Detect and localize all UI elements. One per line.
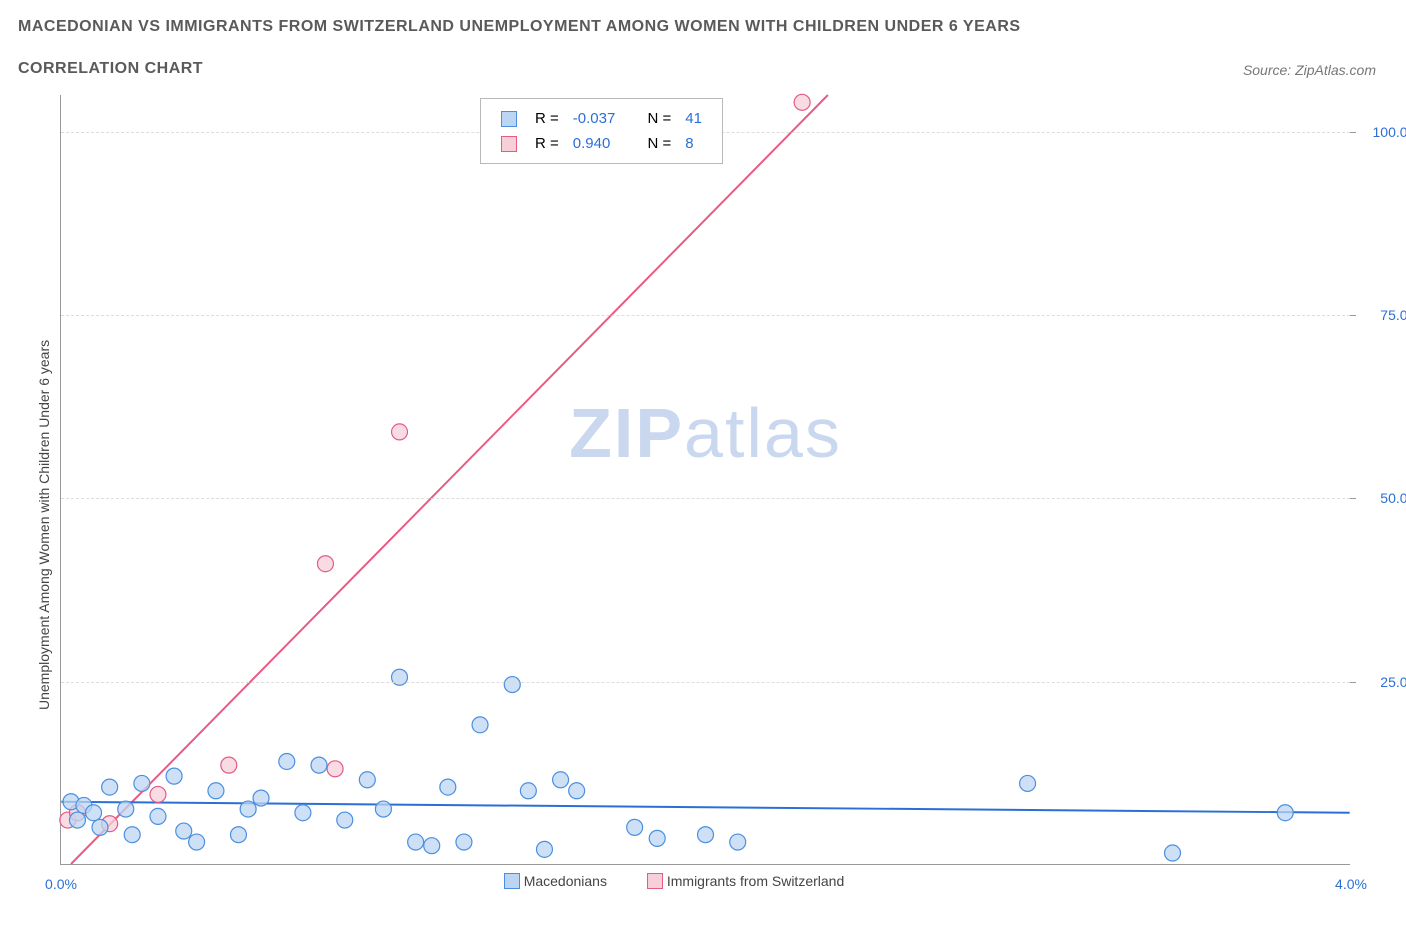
data-point-macedonians bbox=[536, 841, 552, 857]
correlation-row-macedonians: R = -0.037 N = 41 bbox=[495, 107, 708, 130]
data-point-macedonians bbox=[337, 812, 353, 828]
data-point-macedonians bbox=[553, 772, 569, 788]
data-point-macedonians bbox=[392, 669, 408, 685]
data-point-macedonians bbox=[698, 827, 714, 843]
y-tick-mark bbox=[1350, 315, 1356, 316]
swatch-swiss bbox=[501, 136, 517, 152]
data-point-macedonians bbox=[730, 834, 746, 850]
y-tick-mark bbox=[1350, 498, 1356, 499]
legend-swatch-macedonians bbox=[504, 873, 520, 889]
y-tick-label: 100.0% bbox=[1360, 124, 1406, 140]
r-value-swiss: 0.940 bbox=[567, 132, 622, 155]
data-point-swiss bbox=[221, 757, 237, 773]
data-point-swiss bbox=[794, 94, 810, 110]
trend-line bbox=[71, 95, 828, 864]
data-point-macedonians bbox=[166, 768, 182, 784]
n-value-macedonians: 41 bbox=[679, 107, 708, 130]
data-point-macedonians bbox=[124, 827, 140, 843]
data-point-macedonians bbox=[456, 834, 472, 850]
gridline bbox=[61, 682, 1350, 683]
data-point-swiss bbox=[392, 424, 408, 440]
r-label: R = bbox=[529, 107, 565, 130]
data-point-macedonians bbox=[311, 757, 327, 773]
series-legend: Macedonians Immigrants from Switzerland bbox=[486, 873, 863, 892]
data-point-macedonians bbox=[1165, 845, 1181, 861]
x-tick-label: 4.0% bbox=[1335, 876, 1367, 892]
data-point-macedonians bbox=[134, 775, 150, 791]
legend-item-swiss: Immigrants from Switzerland bbox=[647, 873, 844, 889]
data-point-macedonians bbox=[424, 838, 440, 854]
correlation-legend: R = -0.037 N = 41 R = 0.940 N = 8 bbox=[480, 98, 723, 164]
n-value-swiss: 8 bbox=[679, 132, 708, 155]
data-point-macedonians bbox=[472, 717, 488, 733]
data-point-macedonians bbox=[92, 819, 108, 835]
plot-area: ZIPatlas 25.0%50.0%75.0%100.0%0.0%4.0% bbox=[60, 95, 1350, 865]
data-point-macedonians bbox=[1020, 775, 1036, 791]
gridline bbox=[61, 315, 1350, 316]
data-point-macedonians bbox=[295, 805, 311, 821]
data-point-macedonians bbox=[176, 823, 192, 839]
data-point-macedonians bbox=[69, 812, 85, 828]
data-point-macedonians bbox=[440, 779, 456, 795]
data-point-macedonians bbox=[230, 827, 246, 843]
swatch-macedonians bbox=[501, 111, 517, 127]
data-point-macedonians bbox=[279, 753, 295, 769]
data-point-macedonians bbox=[627, 819, 643, 835]
data-point-macedonians bbox=[359, 772, 375, 788]
data-point-macedonians bbox=[504, 677, 520, 693]
data-point-macedonians bbox=[253, 790, 269, 806]
r-value-macedonians: -0.037 bbox=[567, 107, 622, 130]
r-label: R = bbox=[529, 132, 565, 155]
data-point-macedonians bbox=[569, 783, 585, 799]
source-attribution: Source: ZipAtlas.com bbox=[1243, 62, 1376, 78]
gridline bbox=[61, 498, 1350, 499]
data-point-swiss bbox=[327, 761, 343, 777]
data-point-macedonians bbox=[150, 808, 166, 824]
y-tick-label: 50.0% bbox=[1360, 490, 1406, 506]
y-tick-label: 25.0% bbox=[1360, 674, 1406, 690]
data-point-swiss bbox=[150, 786, 166, 802]
correlation-table: R = -0.037 N = 41 R = 0.940 N = 8 bbox=[493, 105, 710, 157]
x-tick-label: 0.0% bbox=[45, 876, 77, 892]
data-point-macedonians bbox=[118, 801, 134, 817]
legend-swatch-swiss bbox=[647, 873, 663, 889]
correlation-row-swiss: R = 0.940 N = 8 bbox=[495, 132, 708, 155]
legend-item-macedonians: Macedonians bbox=[504, 873, 607, 889]
y-tick-mark bbox=[1350, 682, 1356, 683]
data-point-macedonians bbox=[520, 783, 536, 799]
data-point-macedonians bbox=[240, 801, 256, 817]
chart-title-line2: CORRELATION CHART bbox=[18, 60, 203, 78]
n-label: N = bbox=[641, 107, 677, 130]
data-point-macedonians bbox=[649, 830, 665, 846]
data-point-macedonians bbox=[408, 834, 424, 850]
y-tick-mark bbox=[1350, 132, 1356, 133]
legend-label-macedonians: Macedonians bbox=[524, 873, 607, 889]
data-point-macedonians bbox=[189, 834, 205, 850]
y-axis-label: Unemployment Among Women with Children U… bbox=[36, 340, 52, 710]
data-point-macedonians bbox=[102, 779, 118, 795]
data-point-macedonians bbox=[208, 783, 224, 799]
chart-svg bbox=[61, 95, 1350, 864]
legend-label-swiss: Immigrants from Switzerland bbox=[667, 873, 844, 889]
n-label: N = bbox=[641, 132, 677, 155]
data-point-macedonians bbox=[86, 805, 102, 821]
chart-title-line1: MACEDONIAN VS IMMIGRANTS FROM SWITZERLAN… bbox=[18, 18, 1021, 36]
data-point-swiss bbox=[317, 556, 333, 572]
y-tick-label: 75.0% bbox=[1360, 307, 1406, 323]
data-point-macedonians bbox=[1277, 805, 1293, 821]
data-point-macedonians bbox=[375, 801, 391, 817]
